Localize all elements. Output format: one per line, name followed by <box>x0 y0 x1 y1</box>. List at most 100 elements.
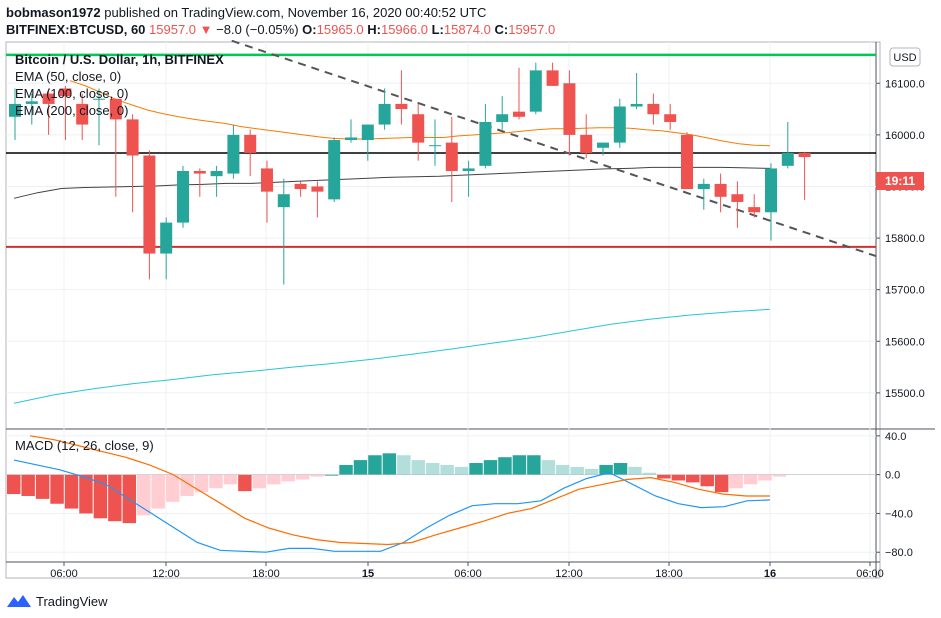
price-tick-label: 15600.0 <box>885 336 925 348</box>
candle-up <box>227 134 240 174</box>
ema100-line <box>13 166 771 199</box>
candle-down <box>395 103 408 110</box>
candle-up <box>177 171 189 223</box>
price-chart[interactable]: 06:00 12:00 18:00 15 06:00 12:00 18:00 16 06:00 1… <box>0 40 941 585</box>
macd-pane <box>6 435 876 553</box>
footer-brand[interactable]: TradingView <box>36 593 108 609</box>
publication-header: bobmason1972 published on TradingView.co… <box>6 4 936 40</box>
current-price-badge: 19:11 <box>876 172 924 190</box>
macd-histogram-bar <box>209 474 223 489</box>
macd-histogram-bar <box>671 474 686 481</box>
candle-up <box>529 70 542 112</box>
candle-up <box>765 168 777 213</box>
macd-histogram-bar <box>165 474 180 502</box>
candle-down <box>714 183 727 197</box>
macd-histogram-bar <box>714 474 729 493</box>
candle-down <box>563 83 576 135</box>
candle-down <box>412 114 425 143</box>
candle-down <box>580 134 593 153</box>
ohlc-line: BITFINEX:BTCUSD, 60 15957.0 ▼ −8.0 (−0.0… <box>6 21 936 39</box>
current-time-label: 19:11 <box>885 174 915 188</box>
candle-up <box>429 145 441 147</box>
time-tick-label: 16 <box>764 568 776 580</box>
time-tick-label: 12:00 <box>555 568 583 580</box>
low-value: 15874.0 <box>443 22 491 37</box>
macd-histogram-bar <box>137 474 151 516</box>
macd-tick-label: 0.0 <box>885 470 900 482</box>
candle-down <box>681 134 693 190</box>
chart-frame <box>5 41 881 579</box>
time-tick-label: 06:00 <box>856 568 884 580</box>
candle-down <box>143 155 156 254</box>
macd-histogram-bar <box>151 474 165 509</box>
price-tick-label: 15500.0 <box>885 388 925 400</box>
macd-histogram-bar <box>21 474 35 496</box>
candle-down <box>42 93 55 104</box>
candle-up <box>25 101 38 104</box>
candle-up <box>361 124 374 141</box>
high-label: H: <box>367 22 381 37</box>
macd-histogram-bar <box>50 474 64 504</box>
macd-histogram-bar <box>295 474 310 480</box>
candle-up <box>781 152 794 166</box>
candle-down <box>731 194 744 202</box>
macd-histogram-bar <box>758 474 772 481</box>
candle-down <box>193 171 206 174</box>
macd-histogram-bar <box>657 474 671 479</box>
ema200-legend: EMA (200, close, 0) <box>15 103 128 118</box>
macd-histogram-bar <box>570 466 584 475</box>
price-tick-label: 16100.0 <box>885 78 925 90</box>
macd-histogram-bar <box>180 474 194 496</box>
open-label: O: <box>302 22 317 37</box>
macd-histogram-bar <box>310 474 324 477</box>
candle-up <box>613 106 626 143</box>
close-value: 15957.0 <box>508 22 556 37</box>
macd-histogram-bar <box>339 464 353 475</box>
candle-down <box>126 119 139 156</box>
macd-histogram-bar <box>686 474 700 483</box>
macd-histogram-bar <box>324 474 339 476</box>
macd-histogram-bar <box>397 455 411 475</box>
publisher-name[interactable]: bobmason1972 <box>6 5 101 20</box>
macd-histogram-bar <box>368 455 382 475</box>
candle-down <box>294 183 307 190</box>
macd-histogram-bar <box>599 464 613 475</box>
candle-up <box>160 222 173 254</box>
legend: Bitcoin / U.S. Dollar, 1h, BITFINEX EMA … <box>15 52 224 453</box>
macd-legend: MACD (12, 26, close, 9) <box>15 438 154 453</box>
down-arrow-icon: ▼ <box>199 22 213 37</box>
macd-histogram-bar <box>440 464 454 475</box>
macd-histogram-bar <box>238 474 252 492</box>
macd-histogram-bar <box>382 453 397 475</box>
macd-histogram-bar <box>7 474 21 495</box>
macd-histogram-bar <box>541 460 556 475</box>
time-tick-label: 06:00 <box>50 568 78 580</box>
macd-line <box>13 459 771 553</box>
candle-down <box>261 168 273 192</box>
macd-histogram-bar <box>584 468 599 475</box>
macd-tick-label: −40.0 <box>885 508 913 520</box>
macd-histogram-bar <box>108 474 122 522</box>
candle-down <box>647 103 660 115</box>
macd-histogram-bar <box>729 474 743 489</box>
time-tick-label: 18:00 <box>252 568 280 580</box>
published-text: published on TradingView.com, November 1… <box>104 5 487 20</box>
currency-label: USD <box>893 52 916 64</box>
macd-histogram-bar <box>194 474 209 493</box>
candle-down <box>798 152 811 158</box>
candle-down <box>546 70 559 86</box>
candle-down <box>664 114 677 122</box>
candle-up <box>462 168 475 171</box>
macd-histogram-bar <box>483 460 498 475</box>
macd-tick-label: 40.0 <box>885 431 906 443</box>
time-tick-label: 12:00 <box>152 568 180 580</box>
candle-up <box>210 171 223 177</box>
macd-histogram-bar <box>223 474 238 485</box>
currency-badge[interactable]: USD <box>889 47 921 67</box>
time-tick-label: 06:00 <box>454 568 482 580</box>
macd-histogram-bar <box>425 463 440 475</box>
macd-histogram-bar <box>353 460 368 475</box>
macd-histogram-bar <box>79 474 93 514</box>
close-label: C: <box>494 22 509 37</box>
macd-histogram-bar <box>743 474 758 485</box>
